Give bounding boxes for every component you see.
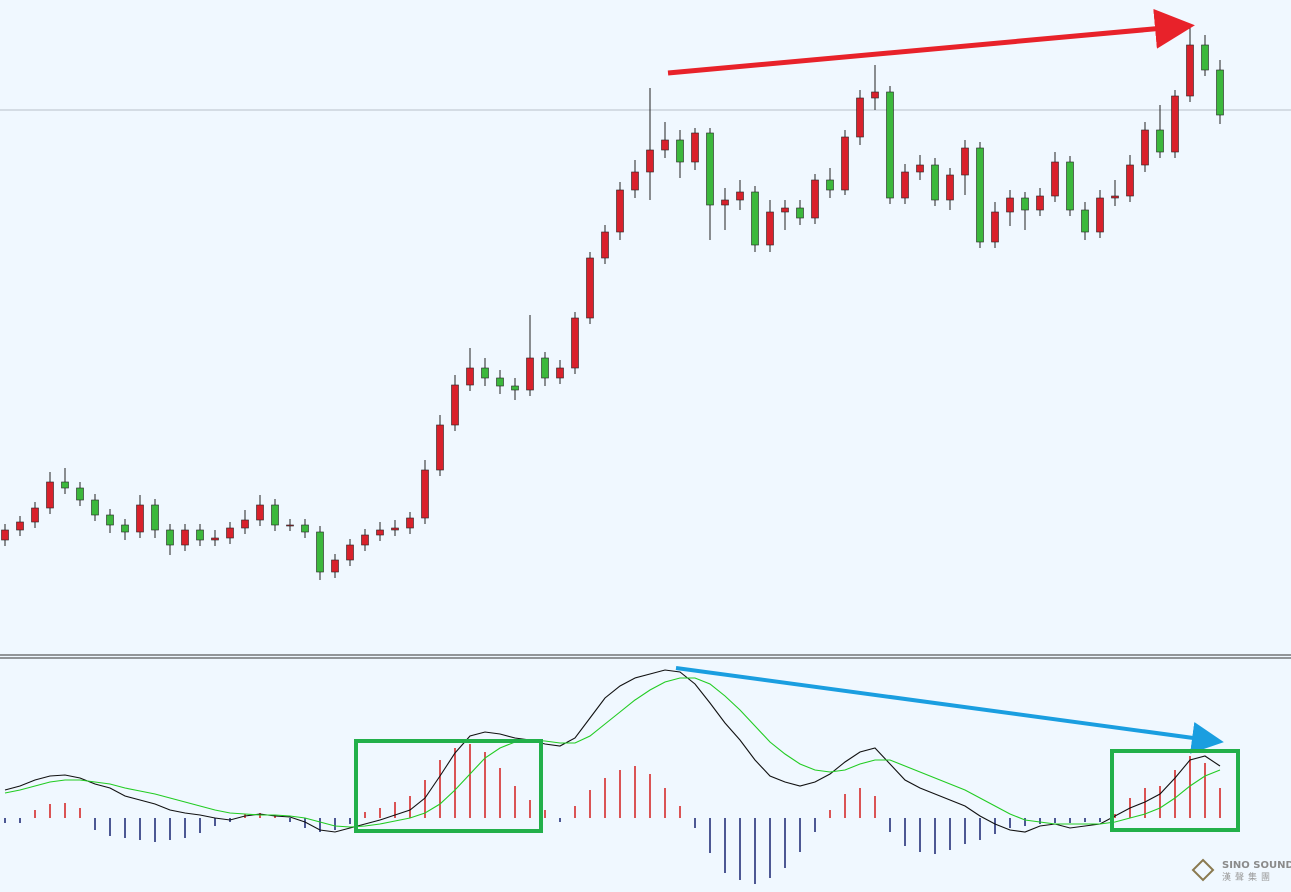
candle-body bbox=[181, 529, 189, 546]
watermark-title: SINO SOUND bbox=[1222, 860, 1291, 871]
candle-body bbox=[946, 174, 954, 201]
candle-body bbox=[1006, 197, 1014, 213]
candle-body bbox=[1111, 195, 1119, 199]
candle-body bbox=[991, 211, 999, 243]
candle-body bbox=[286, 524, 294, 527]
candle-body bbox=[586, 257, 594, 319]
candle-body bbox=[1126, 164, 1134, 197]
candle-body bbox=[736, 191, 744, 201]
candle-body bbox=[316, 531, 324, 573]
candle-body bbox=[136, 504, 144, 533]
candle-body bbox=[226, 527, 234, 539]
candle-body bbox=[1156, 129, 1164, 153]
candle-body bbox=[541, 357, 549, 379]
candle-body bbox=[241, 519, 249, 529]
candle-body bbox=[451, 384, 459, 426]
highlight-box bbox=[354, 739, 543, 833]
candle-body bbox=[496, 377, 504, 387]
highlight-box bbox=[1110, 749, 1240, 832]
watermark: SINO SOUND 漢聲集團 bbox=[1191, 858, 1291, 883]
candle-body bbox=[631, 171, 639, 191]
candle-body bbox=[1081, 209, 1089, 233]
candle-body bbox=[106, 514, 114, 526]
candle-body bbox=[781, 207, 789, 213]
candle-body bbox=[1171, 95, 1179, 153]
candle-body bbox=[376, 529, 384, 536]
indicator-line bbox=[4, 669, 1221, 833]
candle-body bbox=[916, 164, 924, 173]
candle-body bbox=[1021, 197, 1029, 211]
candle-body bbox=[466, 367, 474, 386]
candle-body bbox=[901, 171, 909, 199]
candle-body bbox=[436, 424, 444, 471]
candle-body bbox=[391, 527, 399, 531]
candle-body bbox=[571, 317, 579, 369]
indicator-line bbox=[4, 677, 1221, 828]
candle-body bbox=[166, 529, 174, 546]
candle-body bbox=[826, 179, 834, 191]
candle-body bbox=[886, 91, 894, 199]
candle-body bbox=[46, 481, 54, 509]
watermark-subtitle: 漢聲集團 bbox=[1222, 871, 1274, 883]
candle-body bbox=[1186, 44, 1194, 97]
candle-body bbox=[556, 367, 564, 379]
candle-body bbox=[676, 139, 684, 163]
candle-body bbox=[301, 524, 309, 533]
candle-body bbox=[976, 147, 984, 243]
candle-body bbox=[196, 529, 204, 541]
candle-body bbox=[421, 469, 429, 519]
candle-body bbox=[511, 385, 519, 391]
candle-body bbox=[346, 544, 354, 561]
candle-body bbox=[1, 529, 9, 541]
candle-body bbox=[1201, 44, 1209, 71]
candle-body bbox=[751, 191, 759, 246]
logo-icon bbox=[1191, 858, 1215, 882]
candle-body bbox=[616, 189, 624, 233]
candle-body bbox=[1141, 129, 1149, 166]
candle-body bbox=[841, 136, 849, 191]
candle-body bbox=[721, 199, 729, 206]
candle-body bbox=[1096, 197, 1104, 233]
candle-body bbox=[76, 487, 84, 501]
candle-body bbox=[646, 149, 654, 173]
candle-body bbox=[31, 507, 39, 523]
candle-body bbox=[1216, 69, 1224, 116]
candle-body bbox=[961, 147, 969, 176]
candle-body bbox=[481, 367, 489, 379]
candle-body bbox=[871, 91, 879, 99]
candle-body bbox=[361, 534, 369, 546]
candle-body bbox=[811, 179, 819, 219]
candle-body bbox=[211, 537, 219, 541]
candle-body bbox=[526, 357, 534, 391]
candle-body bbox=[1036, 195, 1044, 211]
candle-body bbox=[16, 521, 24, 531]
candle-body bbox=[601, 231, 609, 259]
red-arrow bbox=[667, 8, 1195, 76]
candle-body bbox=[331, 559, 339, 573]
candle-body bbox=[271, 504, 279, 526]
candle-body bbox=[766, 211, 774, 246]
candle-body bbox=[1066, 161, 1074, 211]
blue-arrow bbox=[675, 666, 1224, 754]
candle-body bbox=[61, 481, 69, 489]
candle-body bbox=[796, 207, 804, 219]
candle-body bbox=[691, 132, 699, 163]
candle-body bbox=[121, 524, 129, 533]
candle-body bbox=[91, 499, 99, 516]
candle-body bbox=[706, 132, 714, 206]
candle-body bbox=[406, 517, 414, 529]
candle-body bbox=[661, 139, 669, 151]
candle-body bbox=[856, 97, 864, 138]
candle-body bbox=[931, 164, 939, 201]
candle-body bbox=[151, 504, 159, 531]
candle-body bbox=[1051, 161, 1059, 197]
candle-body bbox=[256, 504, 264, 521]
marks bbox=[0, 25, 1291, 884]
